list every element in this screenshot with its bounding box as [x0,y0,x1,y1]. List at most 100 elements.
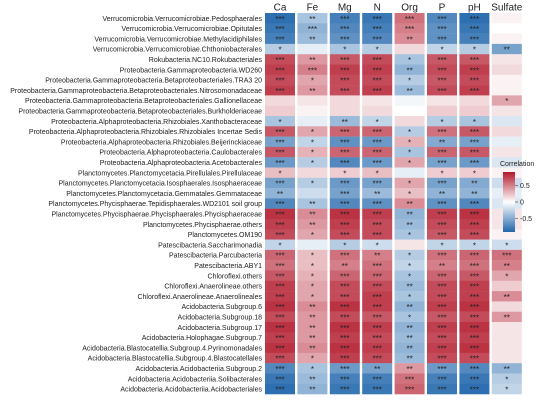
significance-stars: *** [340,149,349,158]
row-label: Proteobacteria.Gammaproteobacteria.Betap… [18,108,262,115]
significance-stars: *** [470,303,479,312]
heatmap-cell-sulfate [491,342,522,354]
significance-stars: *** [437,252,446,261]
heatmap-cell-org [394,23,425,34]
heatmap-cell-mg [329,146,360,158]
heatmap-cell-org [394,311,425,323]
significance-stars: *** [470,221,479,230]
significance-stars: *** [340,365,349,374]
color-legend: Correlation 0.5 0 -0.5 [500,161,534,232]
significance-stars: *** [437,159,446,168]
significance-stars: *** [373,334,382,343]
significance-stars: ** [309,15,315,24]
heatmap-cell-n [362,146,393,158]
legend-title: Correlation [500,161,534,168]
significance-stars: *** [340,200,349,209]
legend-color-bar [503,172,515,232]
heatmap-cell-p [427,146,457,158]
significance-stars: *** [340,324,349,333]
significance-stars: ** [309,200,315,209]
heatmap-cell-n [362,322,393,333]
significance-stars: * [505,97,508,106]
significance-stars: * [440,46,443,55]
significance-stars: *** [437,25,446,34]
heatmap-cell-n [362,13,393,24]
heatmap-cell-fe [297,116,328,127]
significance-stars: *** [373,324,382,333]
significance-stars: *** [437,231,446,240]
heatmap-cell-sulfate [491,322,522,333]
significance-stars: *** [437,365,446,374]
significance-stars: *** [275,365,284,374]
heatmap-cell-org [394,363,425,374]
row-label: Verrucomicrobia.Verrucomicrobiae.Methyla… [94,36,262,43]
heatmap-cell-ph [459,54,490,65]
significance-stars: ** [504,262,510,271]
heatmap-cell-p [427,136,457,148]
significance-stars: ** [309,221,315,230]
heatmap-cell-ca [265,249,295,261]
heatmap-cell-p [427,373,457,384]
significance-stars: *** [373,128,382,137]
heatmap-cell-p [427,105,457,117]
significance-stars: *** [373,35,382,44]
legend-tick-label: 0.5 [520,183,530,190]
significance-stars: *** [373,344,382,353]
significance-stars: *** [340,334,349,343]
heatmap-cell-n [362,64,393,75]
significance-stars: * [343,46,346,55]
significance-stars: *** [437,66,446,75]
significance-stars: *** [275,180,284,189]
heatmap-cell-mg [329,229,360,240]
row-label: Patescibacteria.Saccharimonadia [158,242,262,249]
heatmap-cell-mg [329,291,360,302]
significance-stars: ** [309,334,315,343]
heatmap-cell-org [394,270,425,281]
significance-stars: *** [470,159,479,168]
significance-stars: ** [439,138,445,147]
heatmap-cell-mg [329,208,360,220]
significance-stars: *** [437,180,446,189]
heatmap-cell-mg [329,177,360,189]
heatmap-cell-n [362,126,393,137]
heatmap-cell-sulfate [491,332,522,343]
significance-stars: * [343,169,346,178]
heatmap-cell-org [394,146,425,158]
heatmap-cell-p [427,291,457,302]
significance-stars: *** [437,386,446,395]
significance-stars: * [408,252,411,261]
heatmap-cell-org [394,33,425,45]
significance-stars: *** [437,56,446,65]
significance-stars: * [408,313,411,322]
heatmap-cell-ph [459,146,490,158]
row-labels: Verrucomicrobia.Verrucomicrobiae.Pedosph… [10,16,262,394]
significance-stars: *** [470,324,479,333]
row-label: Planctomycetes.Planctomycetacia.Gemmatal… [66,191,262,198]
significance-stars: *** [275,200,284,209]
heatmap-cell-n [362,208,393,220]
heatmap-cell-mg [329,249,360,261]
heatmap-cell-mg [329,43,360,55]
significance-stars: * [311,180,314,189]
heatmap-cell-fe [297,74,328,86]
heatmap-cell-p [427,74,457,86]
significance-stars: ** [406,303,412,312]
significance-stars: *** [373,56,382,65]
heatmap-cell-ca [265,177,295,189]
heatmap-cell-n [362,33,393,45]
significance-stars: *** [470,252,479,261]
significance-stars: *** [405,25,414,34]
heatmap-cell-fe [297,23,328,34]
heatmap-cell-org [394,177,425,189]
significance-stars: *** [470,283,479,292]
heatmap-cell-ph [459,136,490,148]
heatmap-cell-n [362,383,393,395]
significance-stars: * [505,386,508,395]
significance-stars: ** [374,252,380,261]
row-label: Verrucomicrobia.Verrucomicrobiae.Opituta… [122,26,263,33]
significance-stars: *** [275,293,284,302]
heatmap-cell-n [362,43,393,55]
significance-stars: *** [275,15,284,24]
heatmap-cell-fe [297,280,328,292]
heatmap-cell-fe [297,352,328,364]
